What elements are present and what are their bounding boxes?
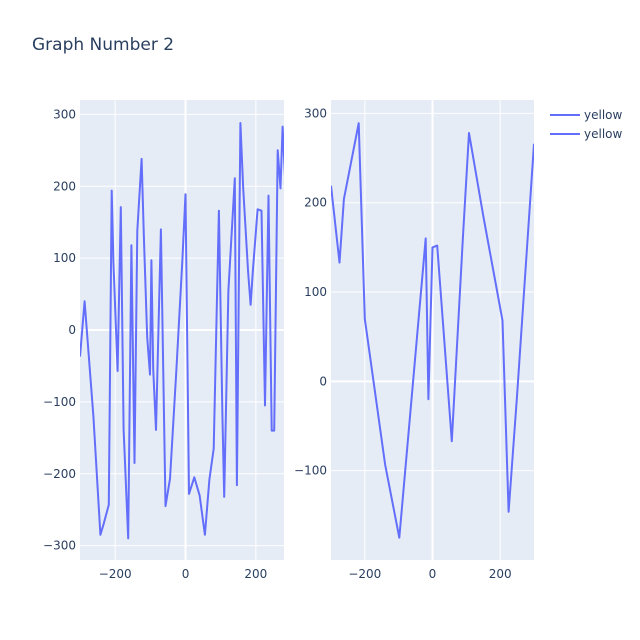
x-tick-label: 200 <box>489 567 512 581</box>
x-tick-label: 0 <box>429 567 437 581</box>
subplot-1: −200 0 200 −300 −200 −100 0 100 200 300 <box>43 100 284 581</box>
y-tick-label: −100 <box>294 464 327 478</box>
y-tick-label: −300 <box>43 539 76 553</box>
y-tick-label: 100 <box>304 285 327 299</box>
y-tick-label: −200 <box>43 467 76 481</box>
y-tick-label: 300 <box>304 106 327 120</box>
x-tick-label: 0 <box>182 567 190 581</box>
subplot-2: −200 0 200 −100 0 100 200 300 <box>294 100 534 581</box>
series-line <box>80 122 284 540</box>
x-tick-label: −200 <box>348 567 381 581</box>
legend-item-label[interactable]: yellow <box>584 127 622 141</box>
x-tick-label: −200 <box>99 567 132 581</box>
legend-item-label[interactable]: yellow <box>584 108 622 122</box>
series-line <box>331 122 534 539</box>
y-tick-label: 200 <box>304 196 327 210</box>
y-tick-label: 100 <box>53 251 76 265</box>
y-tick-label: 0 <box>68 323 76 337</box>
y-tick-label: 200 <box>53 179 76 193</box>
legend: yellow yellow <box>550 108 622 141</box>
y-tick-label: 0 <box>319 374 327 388</box>
y-tick-label: −100 <box>43 395 76 409</box>
y-tick-label: 300 <box>53 107 76 121</box>
chart-title: Graph Number 2 <box>32 35 174 55</box>
x-tick-label: 200 <box>244 567 267 581</box>
